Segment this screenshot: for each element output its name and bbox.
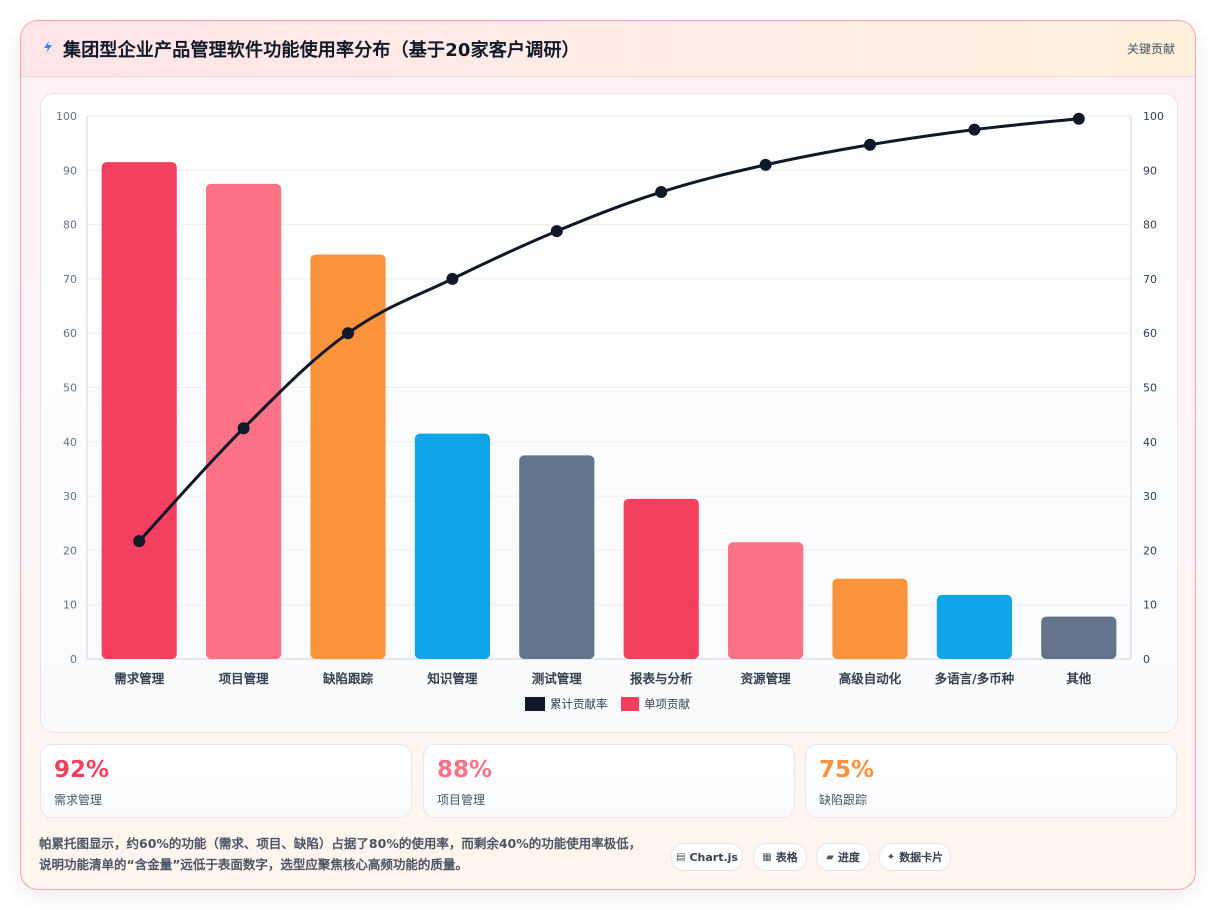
x-tick-label: 测试管理 (532, 671, 583, 686)
y-tick-label-right: 0 (1143, 653, 1150, 666)
y-tick-label-left: 60 (63, 327, 77, 340)
chart-footnote: 帕累托图显示，约60%的功能（需求、项目、缺陷）占据了80%的使用率，而剩余40… (39, 833, 659, 875)
y-tick-label-left: 80 (63, 219, 77, 232)
legend-swatch-single (621, 697, 639, 711)
y-tick-label-right: 10 (1143, 599, 1157, 612)
kpi-value: 88% (437, 757, 493, 783)
chip-data-cards[interactable]: ✦ 数据卡片 (879, 843, 951, 871)
footnote-line: 帕累托图显示，约60%的功能（需求、项目、缺陷）占据了80%的使用率，而剩余40… (39, 836, 642, 851)
legend-swatch-cumulative (525, 697, 545, 711)
y-tick-label-left: 30 (63, 490, 77, 503)
y-tick-label-left: 50 (63, 382, 77, 395)
chip-table[interactable]: ▦ 表格 (753, 843, 807, 871)
legend-label-single: 单项贡献 (644, 697, 690, 711)
chip-label: 表格 (775, 851, 798, 864)
kpi-card-2: 88% 项目管理 (423, 744, 795, 818)
bar (310, 254, 386, 659)
bar (1041, 616, 1117, 659)
line-point (968, 123, 981, 136)
bar (519, 455, 595, 659)
y-tick-label-right: 30 (1143, 490, 1157, 503)
kpi-label: 需求管理 (54, 793, 103, 807)
kpi-card-3: 75% 缺陷跟踪 (805, 744, 1177, 818)
legend-label-cumulative: 累计贡献率 (550, 697, 608, 711)
kpi-card-1: 92% 需求管理 (40, 744, 412, 818)
line-point (133, 535, 146, 548)
bar (414, 433, 490, 659)
y-tick-label-left: 70 (63, 273, 77, 286)
chart-icon: ▤ (676, 851, 686, 863)
x-tick-label: 项目管理 (219, 671, 270, 686)
chart-panel: 0 10 20 30 40 50 60 70 80 90 100 0 10 20 30 40 50 60 70 80 9… (40, 93, 1178, 733)
chip-label: Chart.js (689, 850, 738, 864)
bar (206, 183, 282, 659)
bar (623, 498, 699, 659)
line-point (446, 272, 459, 285)
line-point (342, 327, 354, 340)
x-tick-label: 报表与分析 (630, 671, 693, 686)
y-tick-label-left: 100 (56, 110, 77, 123)
bar (101, 162, 177, 659)
cumulative-line (138, 117, 1079, 543)
bar (728, 542, 804, 659)
kpi-value: 92% (54, 757, 110, 783)
x-tick-label: 多语言/多币种 (935, 671, 1015, 686)
chip-label: 进度 (837, 851, 860, 864)
pareto-chart: 0 10 20 30 40 50 60 70 80 90 100 0 10 20 30 40 50 60 70 80 9… (56, 110, 1164, 711)
bar (832, 578, 908, 659)
x-tick-label: 资源管理 (741, 671, 792, 686)
header-badge: 关键贡献 (1126, 42, 1175, 56)
x-tick-label: 需求管理 (114, 671, 165, 686)
kpi-label: 项目管理 (437, 793, 486, 807)
y-tick-label-right: 60 (1143, 327, 1157, 340)
y-tick-label-left: 40 (63, 436, 77, 449)
lightning-icon (44, 41, 52, 53)
kpi-value: 75% (819, 757, 875, 783)
y-tick-label-left: 0 (70, 653, 77, 666)
y-tick-label-right: 50 (1143, 382, 1157, 395)
y-tick-label-right: 40 (1143, 436, 1157, 449)
y-tick-label-right: 90 (1143, 164, 1157, 177)
sparkle-icon: ✦ (886, 851, 896, 863)
chart-card: 集团型企业产品管理软件功能使用率分布（基于20家客户调研） 关键贡献 0 10 20… (20, 20, 1196, 890)
y-tick-label-left: 20 (63, 544, 77, 557)
line-point (237, 422, 250, 435)
y-tick-label-right: 20 (1143, 544, 1157, 557)
x-tick-label: 高级自动化 (839, 671, 902, 686)
y-tick-label-left: 10 (63, 599, 77, 612)
line-point (1072, 112, 1085, 125)
page-title: 集团型企业产品管理软件功能使用率分布（基于20家客户调研） (63, 40, 580, 61)
progress-icon: ▰ (826, 851, 834, 863)
card-header: 集团型企业产品管理软件功能使用率分布（基于20家客户调研） 关键贡献 (21, 21, 1195, 77)
kpi-label: 缺陷跟踪 (819, 793, 868, 807)
x-tick-label: 其他 (1066, 671, 1092, 686)
y-tick-label-left: 90 (63, 164, 77, 177)
chip-chartjs[interactable]: ▤ Chart.js (671, 843, 743, 871)
line-point (550, 225, 563, 238)
line-point (759, 158, 772, 171)
x-tick-label: 缺陷跟踪 (323, 671, 374, 686)
table-icon: ▦ (762, 851, 772, 863)
y-tick-label-right: 80 (1143, 219, 1157, 232)
bar (936, 594, 1012, 659)
x-tick-label: 知识管理 (426, 671, 478, 686)
footnote-line: 说明功能清单的“含金量”远低于表面数字，选型应聚焦核心高频功能的质量。 (39, 857, 468, 872)
line-point (655, 186, 668, 199)
y-tick-label-right: 100 (1143, 110, 1164, 123)
line-point (864, 138, 876, 151)
chip-label: 数据卡片 (899, 851, 944, 864)
y-tick-label-right: 70 (1143, 273, 1157, 286)
chip-progress[interactable]: ▰ 进度 (816, 843, 870, 871)
